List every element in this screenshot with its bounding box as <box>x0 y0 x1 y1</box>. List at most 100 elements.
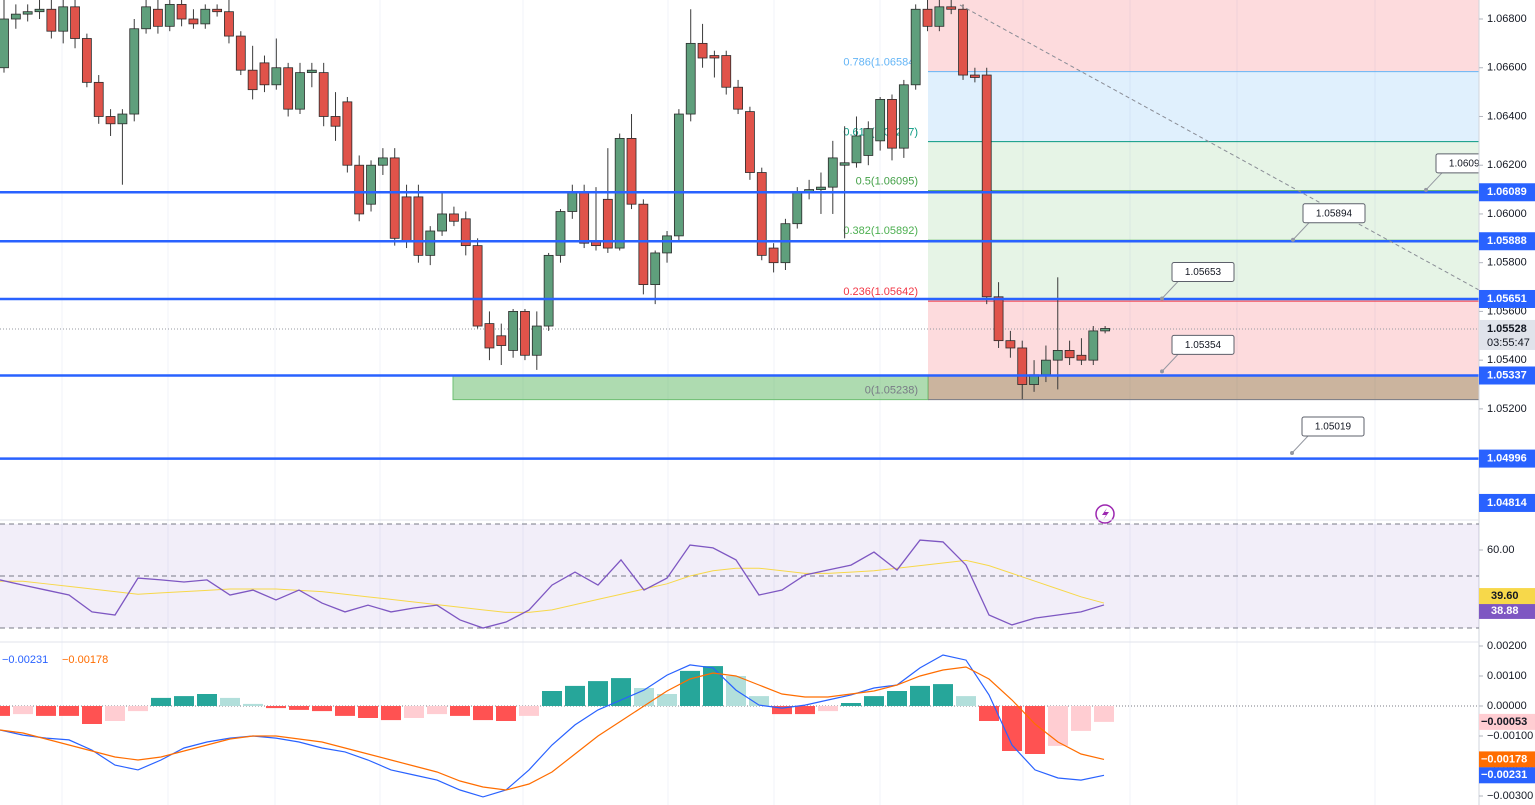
histogram-bar <box>1071 706 1091 731</box>
histogram-bar <box>703 666 723 706</box>
histogram-bar <box>864 696 884 706</box>
histogram-bar <box>36 706 56 716</box>
histogram-bar <box>105 706 125 721</box>
histogram-bar <box>680 670 700 706</box>
candle-body <box>318 72 329 117</box>
histogram-bar <box>818 706 838 712</box>
callout-box <box>1301 416 1365 437</box>
candle-body <box>981 74 992 298</box>
histogram-bar <box>933 684 953 706</box>
candle-body <box>887 99 897 149</box>
callout-pointer <box>1291 435 1309 454</box>
candle-body <box>188 18 199 25</box>
candle-body <box>875 99 886 142</box>
y-tick-label: 0.00100 <box>1487 670 1527 682</box>
candle-body <box>141 6 151 30</box>
last-price-label: 1.05528 <box>1487 323 1527 335</box>
histogram-bar <box>841 703 861 706</box>
fib-label: 0.786(1.06584) <box>843 57 918 69</box>
histogram-bar <box>657 694 677 706</box>
y-tick-label: 1.06600 <box>1487 62 1527 74</box>
histogram-bar <box>588 681 608 706</box>
candle-body <box>531 325 542 356</box>
macd-axis-label: −0.00178 <box>1481 753 1527 765</box>
candle-body <box>567 191 578 212</box>
level-axis-tag <box>1479 366 1535 385</box>
candle-body <box>283 67 294 110</box>
y-tick-label: −0.00300 <box>1487 790 1533 802</box>
fib-label: 0.236(1.05642) <box>843 286 918 298</box>
histogram-bar <box>128 706 148 712</box>
y-tick-label: 1.06200 <box>1487 159 1527 171</box>
rsi-axis-tag <box>1479 602 1535 619</box>
candle-body <box>697 42 708 59</box>
histogram-bar <box>956 696 976 706</box>
axis-marker-tag <box>1479 493 1535 512</box>
histogram-bar <box>450 706 470 716</box>
histogram-bar <box>13 706 33 715</box>
level-axis-tag <box>1479 449 1535 468</box>
candle-body <box>330 116 341 127</box>
histogram-bar <box>312 706 332 712</box>
candle-body <box>1052 350 1063 361</box>
level-axis-label: 1.05888 <box>1487 235 1527 247</box>
candle-body <box>721 55 732 88</box>
fib-zone <box>928 0 1479 72</box>
candle-body <box>792 191 803 225</box>
candle-body <box>1041 359 1051 376</box>
rsi-line <box>0 559 1105 613</box>
y-tick-label: −0.00100 <box>1487 730 1533 742</box>
histogram-bar <box>381 706 401 721</box>
candle-body <box>224 11 234 37</box>
price-axis <box>1479 0 1535 520</box>
candle-body <box>93 81 104 117</box>
rsi-axis-tag <box>1479 588 1535 605</box>
candle-body <box>10 13 21 20</box>
histogram-bar <box>795 706 815 715</box>
candle-body <box>650 252 661 286</box>
histogram-bar <box>519 706 539 716</box>
callout-dot <box>1291 237 1295 242</box>
candle-body <box>898 84 909 149</box>
y-tick-label: 1.06000 <box>1487 208 1527 220</box>
callout-dot <box>1160 369 1164 374</box>
histogram-bar <box>220 697 240 706</box>
candle-body <box>685 42 696 115</box>
support-zone <box>928 375 1479 400</box>
rsi-axis-label: 38.88 <box>1491 605 1519 617</box>
alert-icon-bolt <box>1102 508 1109 520</box>
candle-body <box>969 74 980 78</box>
histogram-bar <box>289 706 309 710</box>
level-axis-label: 1.05651 <box>1487 293 1527 305</box>
histogram-bar <box>1094 706 1114 722</box>
histogram-bar <box>243 703 263 706</box>
support-zone <box>452 375 929 401</box>
candle-body <box>484 323 495 349</box>
candle-body <box>366 164 376 205</box>
histogram-bar <box>910 685 930 706</box>
candle-body <box>1100 328 1111 332</box>
level-axis-tag <box>1479 232 1535 251</box>
level-axis-label: 1.05337 <box>1487 369 1527 381</box>
candle-body <box>247 69 258 91</box>
candle-body <box>756 172 767 256</box>
histogram-bar <box>611 678 631 706</box>
candle-body <box>176 3 187 20</box>
histogram-bar <box>0 706 10 716</box>
candle-body <box>1076 354 1087 361</box>
fib-zone <box>928 71 1479 142</box>
callout-dot <box>1160 296 1164 301</box>
y-tick-label: 0.00200 <box>1487 640 1527 652</box>
callout-label: 1.05653 <box>1185 267 1222 278</box>
candle-body <box>910 8 921 86</box>
level-axis-tag <box>1479 183 1535 202</box>
histogram-bar <box>1048 706 1068 746</box>
candle-body <box>235 35 246 71</box>
y-tick-label: 1.05200 <box>1487 403 1527 415</box>
candle-body <box>816 186 826 190</box>
candle-body <box>543 254 554 327</box>
candle-body <box>389 157 400 239</box>
rsi-axis-label: 39.60 <box>1491 590 1519 602</box>
candle-body <box>34 8 45 13</box>
